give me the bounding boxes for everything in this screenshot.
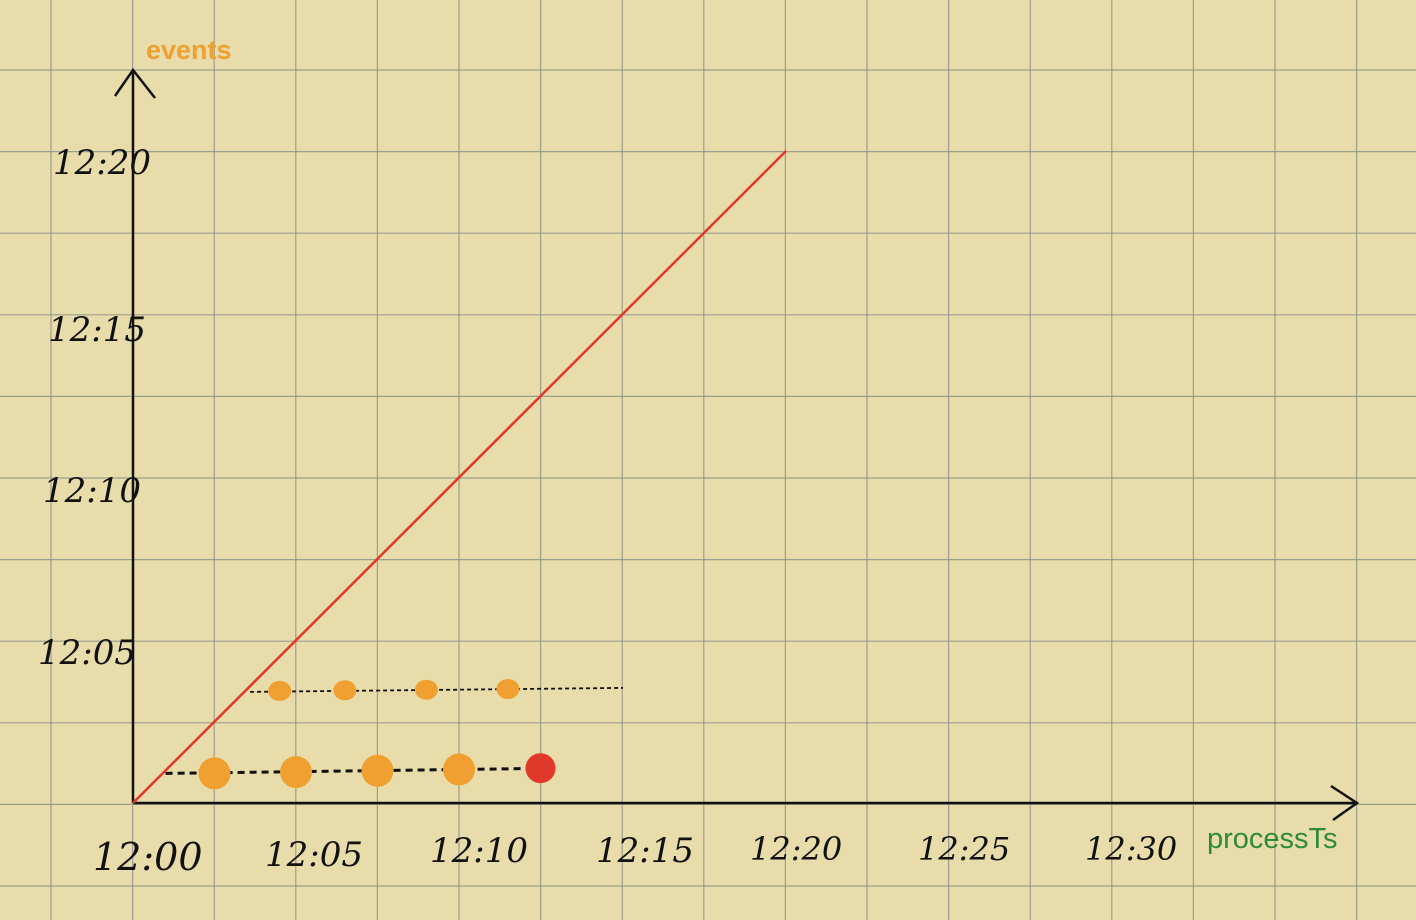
x-tick-labels: 12:00 12:05 12:10 12:15 12:20 12:25 12:3… (93, 830, 1177, 879)
y-tick-label: 12:10 (43, 471, 141, 511)
event-dot (280, 756, 312, 789)
dashed-line-high (250, 687, 624, 693)
x-axis-title: processTs (1207, 823, 1338, 855)
y-tick-label: 12:20 (53, 143, 151, 183)
x-axis-arrowhead (1330, 784, 1360, 822)
x-tick-label: 12:15 (596, 831, 694, 871)
event-dot (198, 757, 231, 790)
y-tick-labels: 12:20 12:15 12:10 12:05 (38, 143, 151, 673)
x-tick-label: 12:10 (430, 831, 528, 871)
event-marks (165, 679, 624, 790)
event-dot (496, 679, 520, 700)
event-dot (443, 753, 475, 786)
x-tick-label: 12:20 (750, 830, 842, 868)
x-tick-label: 12:00 (93, 835, 203, 879)
x-tick-label: 12:05 (265, 835, 363, 875)
x-tick-label: 12:30 (1085, 830, 1177, 868)
y-tick-label: 12:15 (48, 310, 146, 350)
event-dot (333, 680, 357, 701)
y-axis-arrowhead (113, 67, 156, 99)
event-dot (414, 679, 438, 700)
y-tick-label: 12:05 (38, 633, 136, 673)
event-dot (361, 754, 394, 787)
y-axis-title: events (146, 35, 232, 65)
event-dot (268, 680, 292, 701)
x-tick-label: 12:25 (918, 830, 1010, 868)
diagonal-line (132, 150, 787, 804)
event-dot-highlight (525, 753, 556, 784)
